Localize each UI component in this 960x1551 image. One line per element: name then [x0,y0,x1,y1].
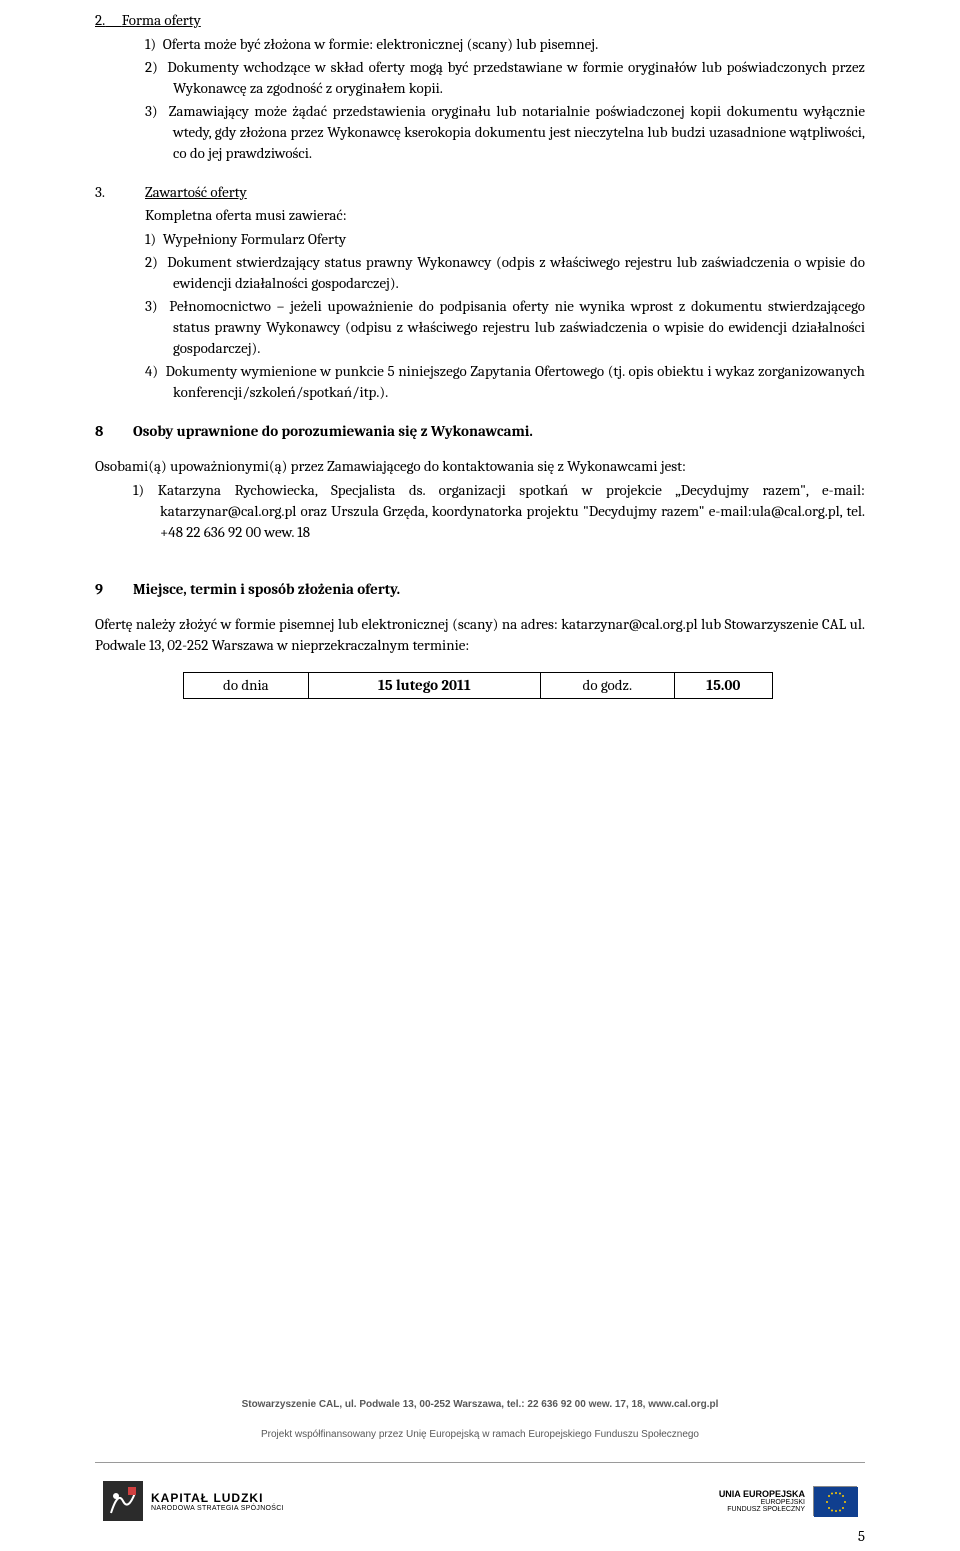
table-row: do dnia 15 lutego 2011 do godz. 15.00 [184,673,773,699]
section-2-num: 2. [95,11,105,29]
page-number: 5 [858,1527,865,1545]
section-3-title: Zawartość oferty [145,182,247,203]
footer-logos: KAPITAŁ LUDZKI NARODOWA STRATEGIA SPÓJNO… [95,1481,865,1521]
deadline-label-date: do dnia [184,673,309,699]
kl-subtitle: NARODOWA STRATEGIA SPÓJNOŚCI [151,1505,284,1512]
unia-europejska-logo: UNIA EUROPEJSKA EUROPEJSKI FUNDUSZ SPOŁE… [719,1486,857,1516]
deadline-table: do dnia 15 lutego 2011 do godz. 15.00 [183,672,773,699]
list-item: 3) Zamawiający może żądać przedstawienia… [95,101,865,164]
section-9-title: Miejsce, termin i sposób złożenia oferty… [133,579,400,600]
kl-logo-icon [103,1481,143,1521]
list-item: 1) Oferta może być złożona w formie: ele… [95,34,865,55]
section-9-heading: 9 Miejsce, termin i sposób złożenia ofer… [95,579,865,600]
section-8-num: 8 [95,421,133,442]
deadline-time: 15.00 [674,673,772,699]
section-3-intro: Kompletna oferta musi zawierać: [95,205,865,226]
list-item: 3) Pełnomocnictwo – jeżeli upoważnienie … [95,296,865,359]
kapital-ludzki-logo: KAPITAŁ LUDZKI NARODOWA STRATEGIA SPÓJNO… [103,1481,284,1521]
list-item: 1) Katarzyna Rychowiecka, Specjalista ds… [95,480,865,543]
ue-sub1: EUROPEJSKI [719,1499,805,1506]
section-3-num: 3. [95,182,145,203]
footer-divider [95,1462,865,1463]
section-9-num: 9 [95,579,133,600]
kl-title: KAPITAŁ LUDZKI [151,1491,284,1505]
list-item: 1) Wypełniony Formularz Oferty [95,229,865,250]
ue-sub2: FUNDUSZ SPOŁECZNY [719,1506,805,1513]
document-body: 2. Forma oferty 1) Oferta może być złożo… [95,10,865,699]
deadline-date: 15 lutego 2011 [308,673,540,699]
list-item: 2) Dokument stwierdzający status prawny … [95,252,865,294]
deadline-label-time: do godz. [541,673,675,699]
section-8-title: Osoby uprawnione do porozumiewania się z… [133,421,533,442]
section-2-title: Forma oferty [122,11,201,29]
page-footer: Stowarzyszenie CAL, ul. Podwale 13, 00-2… [0,1398,960,1551]
section-3-heading: 3. Zawartość oferty [95,182,865,203]
section-8-para: Osobami(ą) upoważnionymi(ą) przez Zamawi… [95,456,865,477]
section-9-para: Ofertę należy złożyć w formie pisemnej l… [95,614,865,656]
eu-flag-icon [813,1486,857,1516]
footer-org-line: Stowarzyszenie CAL, ul. Podwale 13, 00-2… [95,1398,865,1412]
section-8-heading: 8 Osoby uprawnione do porozumiewania się… [95,421,865,442]
list-item: 2) Dokumenty wchodzące w skład oferty mo… [95,57,865,99]
section-2-heading: 2. Forma oferty [95,10,865,31]
ue-title: UNIA EUROPEJSKA [719,1489,805,1499]
footer-funding-line: Projekt współfinansowany przez Unię Euro… [95,1428,865,1442]
list-item: 4) Dokumenty wymienione w punkcie 5 nini… [95,361,865,403]
